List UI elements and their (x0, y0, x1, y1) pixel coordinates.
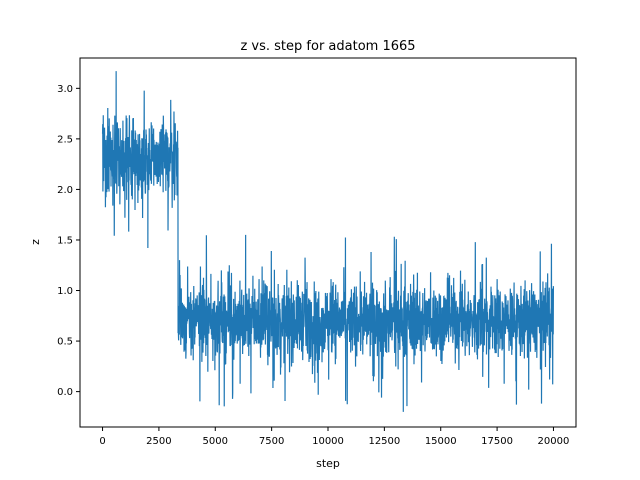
x-tick-label: 2500 (146, 436, 171, 447)
y-tick-label: 1.0 (57, 286, 73, 297)
x-tick-label: 7500 (259, 436, 284, 447)
y-tick-label: 2.5 (57, 134, 73, 145)
x-tick-label: 5000 (203, 436, 228, 447)
y-axis: 0.0 0.5 1.0 1.5 2.0 2.5 3.0 (57, 84, 80, 398)
y-axis-label: z (29, 239, 42, 245)
y-tick-label: 2.0 (57, 185, 73, 196)
y-tick-label: 0.5 (57, 337, 73, 348)
x-axis-label: step (316, 457, 340, 470)
y-tick-label: 1.5 (57, 235, 73, 246)
series-line (101, 71, 555, 412)
x-tick-label: 20000 (538, 436, 570, 447)
y-tick-label: 0.0 (57, 387, 73, 398)
y-tick-label: 3.0 (57, 84, 73, 95)
chart-title: z vs. step for adatom 1665 (240, 39, 415, 54)
series-line-path (101, 71, 555, 412)
x-tick-label: 12500 (368, 436, 400, 447)
x-tick-label: 10000 (312, 436, 344, 447)
x-tick-label: 15000 (425, 436, 457, 447)
x-tick-label: 17500 (481, 436, 513, 447)
x-tick-label: 0 (99, 436, 105, 447)
x-axis: 0 2500 5000 7500 10000 12500 15000 17500 20000 (99, 427, 569, 447)
plot-frame (79, 57, 577, 428)
